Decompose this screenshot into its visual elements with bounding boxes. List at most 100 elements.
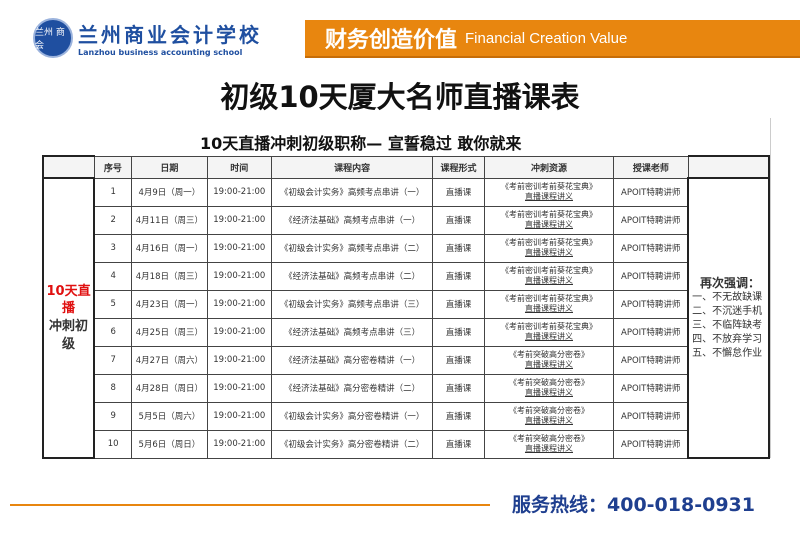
cell-resource: 《考前突破高分密卷》 直播课程讲义 (483, 373, 615, 403)
header-resource: 冲刺资源 (483, 155, 615, 179)
cell-time: 19:00-21:00 (206, 429, 273, 459)
header-teacher: 授课老师 (613, 155, 689, 179)
slogan-en: Financial Creation Value (465, 29, 628, 47)
table-row: 9 5月5日（周六） 19:00-21:00 《初级会计实务》高分密卷精讲（一） 直播课… (43, 401, 769, 431)
cell-no: 5 (93, 289, 133, 319)
cell-teacher: APOIT特聘讲师 (613, 317, 689, 347)
cell-time: 19:00-21:00 (206, 345, 273, 375)
service-hotline: 服务热线：400-018-0931 (512, 494, 755, 516)
resource-title: 《考前密训考前葵花宝典》 (500, 266, 597, 275)
header-remark-blank (687, 155, 770, 179)
table-row: 2 4月11日（周三） 19:00-21:00 《经济法基础》高频考点串讲（一） 直播课… (43, 205, 769, 235)
remark-item: 四、不放弃学习 (692, 334, 763, 346)
remarks-cell: 再次强调： 一、不无故缺课 二、不沉迷手机 三、不临阵缺考 四、不放弃学习 五、不懈怠作业 (687, 177, 770, 459)
cell-resource: 《考前密训考前葵花宝典》 直播课程讲义 (483, 261, 615, 291)
cell-no: 4 (93, 261, 133, 291)
resource-notes: 直播课程讲义 (524, 388, 573, 397)
header-form: 课程形式 (432, 155, 485, 179)
cell-form: 直播课 (432, 233, 485, 263)
cell-form: 直播课 (432, 429, 485, 459)
table-row: 6 4月25日（周三） 19:00-21:00 《经济法基础》高频考点串讲（三） 直播课… (43, 317, 769, 347)
remark-item: 二、不沉迷手机 (692, 306, 763, 318)
table-header-row: 序号 日期 时间 课程内容 课程形式 冲刺资源 授课老师 (41, 155, 770, 179)
table-row: 8 4月28日（周日） 19:00-21:00 《经济法基础》高分密卷精讲（二） 直播课… (43, 373, 769, 403)
resource-notes: 直播课程讲义 (524, 332, 573, 341)
cell-teacher: APOIT特聘讲师 (613, 429, 689, 459)
category-red: 10天直播 (46, 283, 91, 317)
cell-teacher: APOIT特聘讲师 (613, 233, 689, 263)
cell-date: 4月9日（周一） (131, 177, 208, 207)
remarks-heading: 再次强调： (700, 275, 761, 290)
cell-no: 2 (93, 205, 133, 235)
cell-form: 直播课 (432, 373, 485, 403)
cell-teacher: APOIT特聘讲师 (613, 177, 689, 207)
cell-no: 6 (93, 317, 133, 347)
cell-date: 4月25日（周三） (131, 317, 208, 347)
cell-date: 4月28日（周日） (131, 373, 208, 403)
cell-date: 4月16日（周一） (131, 233, 208, 263)
resource-title: 《考前密训考前葵花宝典》 (500, 322, 597, 331)
cell-content: 《经济法基础》高频考点串讲（一） (271, 205, 434, 235)
school-name-cn: 兰州商业会计学校 (78, 23, 262, 47)
cell-content: 《经济法基础》高分密卷精讲（二） (271, 373, 434, 403)
schedule-sheet: 10天直播冲刺初级职称— 宣誓稳过 敢你就来 序号 日期 时间 课程内容 课程形… (40, 118, 771, 459)
header-content: 课程内容 (271, 155, 434, 179)
remark-item: 三、不临阵缺考 (692, 320, 763, 332)
cell-resource: 《考前密训考前葵花宝典》 直播课程讲义 (483, 177, 615, 207)
cell-form: 直播课 (432, 261, 485, 291)
resource-notes: 直播课程讲义 (524, 220, 573, 229)
cell-form: 直播课 (432, 177, 485, 207)
remark-item: 五、不懈怠作业 (692, 348, 763, 360)
cell-resource: 《考前突破高分密卷》 直播课程讲义 (483, 345, 615, 375)
cell-time: 19:00-21:00 (206, 233, 273, 263)
cell-date: 4月18日（周三） (131, 261, 208, 291)
school-name-en: Lanzhou business accounting school (78, 48, 243, 57)
resource-notes: 直播课程讲义 (524, 360, 573, 369)
cell-time: 19:00-21:00 (206, 401, 273, 431)
slogan-banner: 财务创造价值 Financial Creation Value (305, 20, 800, 58)
resource-notes: 直播课程讲义 (524, 304, 573, 313)
cell-form: 直播课 (432, 345, 485, 375)
footer-divider (10, 504, 490, 506)
cell-teacher: APOIT特聘讲师 (613, 401, 689, 431)
cell-content: 《初级会计实务》高频考点串讲（一） (271, 177, 434, 207)
cell-form: 直播课 (432, 289, 485, 319)
cell-content: 《初级会计实务》高频考点串讲（二） (271, 233, 434, 263)
cell-date: 4月27日（周六） (131, 345, 208, 375)
category-cell: 10天直播 冲刺初级 (41, 177, 96, 459)
category-black: 冲刺初级 (49, 319, 89, 352)
cell-resource: 《考前密训考前葵花宝典》 直播课程讲义 (483, 289, 615, 319)
cell-content: 《经济法基础》高频考点串讲（二） (271, 261, 434, 291)
resource-title: 《考前密训考前葵花宝典》 (500, 294, 597, 303)
header-blank (41, 155, 95, 179)
schedule-table: 序号 日期 时间 课程内容 课程形式 冲刺资源 授课老师 10天直播 冲刺初级 1 4… (41, 155, 770, 459)
table-row: 5 4月23日（周一） 19:00-21:00 《初级会计实务》高频考点串讲（三） 直播… (43, 289, 769, 319)
cell-content: 《初级会计实务》高分密卷精讲（二） (271, 429, 434, 459)
cell-content: 《经济法基础》高频考点串讲（三） (271, 317, 434, 347)
cell-date: 5月5日（周六） (131, 401, 208, 431)
header-time: 时间 (206, 155, 273, 179)
resource-title: 《考前密训考前葵花宝典》 (500, 182, 597, 191)
cell-teacher: APOIT特聘讲师 (613, 289, 689, 319)
resource-notes: 直播课程讲义 (524, 416, 573, 425)
cell-teacher: APOIT特聘讲师 (613, 205, 689, 235)
table-row: 7 4月27日（周六） 19:00-21:00 《经济法基础》高分密卷精讲（一） 直播课… (43, 345, 769, 375)
cell-no: 3 (93, 233, 133, 263)
resource-notes: 直播课程讲义 (524, 444, 573, 453)
resource-title: 《考前突破高分密卷》 (508, 350, 589, 359)
cell-date: 4月11日（周三） (131, 205, 208, 235)
schedule-subtitle: 10天直播冲刺初级职称— 宣誓稳过 敢你就来 (200, 134, 522, 153)
cell-resource: 《考前密训考前葵花宝典》 直播课程讲义 (483, 205, 615, 235)
cell-teacher: APOIT特聘讲师 (613, 345, 689, 375)
resource-notes: 直播课程讲义 (524, 276, 573, 285)
cell-date: 5月6日（周日） (131, 429, 208, 459)
resource-title: 《考前密训考前葵花宝典》 (500, 210, 597, 219)
cell-content: 《初级会计实务》高频考点串讲（三） (271, 289, 434, 319)
resource-title: 《考前突破高分密卷》 (508, 434, 589, 443)
cell-time: 19:00-21:00 (206, 289, 273, 319)
cell-teacher: APOIT特聘讲师 (613, 373, 689, 403)
header-no: 序号 (93, 155, 133, 179)
cell-time: 19:00-21:00 (206, 373, 273, 403)
cell-content: 《经济法基础》高分密卷精讲（一） (271, 345, 434, 375)
table-row: 4 4月18日（周三） 19:00-21:00 《经济法基础》高频考点串讲（二） 直播课… (43, 261, 769, 291)
